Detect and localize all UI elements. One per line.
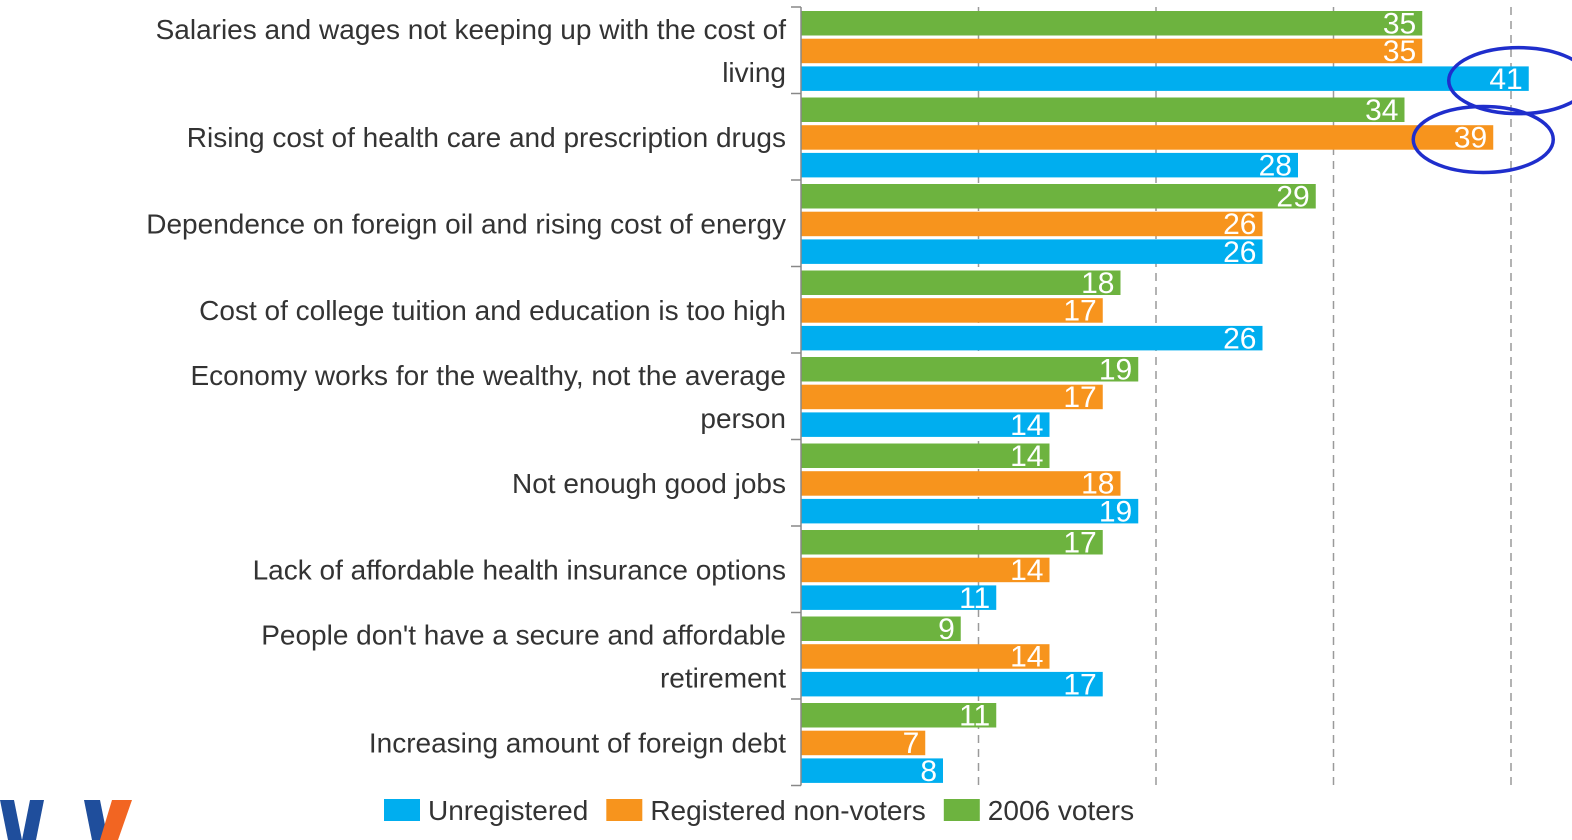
logo-shape	[84, 800, 108, 840]
category-label: Lack of affordable health insurance opti…	[253, 554, 786, 585]
category-axis	[791, 6, 802, 787]
data-label: 39	[1454, 122, 1487, 155]
legend-label: 2006 voters	[988, 795, 1134, 826]
data-label: 35	[1383, 8, 1416, 41]
category-label-line: Economy works for the wealthy, not the a…	[190, 360, 786, 391]
category-label-line: Dependence on foreign oil and rising cos…	[146, 208, 786, 239]
legend-swatch	[943, 799, 980, 821]
bar	[801, 616, 961, 641]
bar	[801, 325, 1263, 351]
bar	[801, 184, 1316, 209]
data-label: 29	[1276, 181, 1309, 214]
logo	[0, 800, 132, 840]
bar	[801, 38, 1423, 64]
legend-swatch	[606, 799, 643, 821]
bar	[801, 758, 943, 783]
bar	[801, 270, 1121, 295]
category-label-line: Rising cost of health care and prescript…	[187, 122, 786, 153]
bar	[801, 644, 1050, 669]
bar	[801, 239, 1263, 264]
category-label: Dependence on foreign oil and rising cos…	[146, 208, 786, 239]
category-label-line: retirement	[660, 662, 786, 693]
bar	[801, 125, 1494, 150]
bar	[801, 498, 1139, 524]
data-label: 11	[959, 700, 990, 733]
category-label: Increasing amount of foreign debt	[369, 727, 786, 758]
bar	[801, 11, 1423, 36]
bar	[801, 671, 1103, 697]
category-label: Cost of college tuition and education is…	[199, 295, 786, 326]
category-label-line: Lack of affordable health insurance opti…	[253, 554, 786, 585]
data-label: 17	[1063, 668, 1096, 701]
data-label: 14	[1010, 554, 1043, 587]
legend-label: Registered non-voters	[650, 795, 925, 826]
data-label: 41	[1489, 63, 1522, 96]
data-label: 11	[959, 582, 990, 615]
bar	[801, 152, 1298, 178]
data-label: 18	[1081, 468, 1114, 501]
data-label: 18	[1081, 267, 1114, 300]
bar	[801, 211, 1263, 237]
bar	[801, 730, 926, 756]
bar	[801, 443, 1050, 468]
category-label-line: Not enough good jobs	[512, 468, 786, 499]
data-label: 14	[1010, 440, 1043, 473]
highlight-ellipse	[1411, 104, 1555, 175]
bar	[801, 97, 1405, 122]
data-label: 26	[1223, 322, 1256, 355]
bars: 3535413439282926261817261917141418191714…	[801, 8, 1529, 788]
bar	[801, 530, 1103, 555]
data-label: 17	[1063, 381, 1096, 414]
category-label-line: person	[700, 403, 786, 434]
data-label: 8	[920, 755, 937, 788]
data-label: 14	[1010, 641, 1043, 674]
category-label: Economy works for the wealthy, not the a…	[190, 360, 786, 434]
data-label: 19	[1099, 354, 1132, 387]
legend: Unregistered Registered non-voters 2006 vo…	[384, 795, 1134, 826]
legend-label: Unregistered	[428, 795, 588, 826]
category-label: People don't have a secure and affordabl…	[261, 619, 786, 693]
highlight-ellipse	[1447, 45, 1572, 116]
bar	[801, 585, 997, 610]
highlight-circles	[1411, 45, 1572, 175]
category-labels: Salaries and wages not keeping up with t…	[146, 14, 786, 759]
bar	[801, 384, 1103, 410]
data-label: 35	[1383, 35, 1416, 68]
category-label-line: Salaries and wages not keeping up with t…	[156, 14, 787, 45]
bar	[801, 298, 1103, 323]
data-label: 17	[1063, 295, 1096, 328]
data-label: 14	[1010, 409, 1043, 442]
bar	[801, 703, 997, 728]
data-label: 9	[938, 613, 955, 646]
data-label: 34	[1365, 94, 1398, 127]
bar	[801, 66, 1529, 91]
category-label-line: People don't have a secure and affordabl…	[261, 619, 786, 650]
logo-shape	[22, 800, 44, 840]
bar	[801, 412, 1050, 437]
bar	[801, 557, 1050, 583]
logo-shape	[100, 800, 132, 840]
category-label: Not enough good jobs	[512, 468, 786, 499]
category-label: Rising cost of health care and prescript…	[187, 122, 786, 153]
data-label: 26	[1223, 208, 1256, 241]
bar	[801, 357, 1139, 382]
data-label: 19	[1099, 495, 1132, 528]
data-label: 28	[1259, 149, 1292, 182]
data-label: 26	[1223, 236, 1256, 269]
bar	[801, 471, 1121, 496]
data-label: 7	[903, 727, 920, 760]
category-label-line: Increasing amount of foreign debt	[369, 727, 786, 758]
category-label-line: Cost of college tuition and education is…	[199, 295, 786, 326]
data-label: 17	[1063, 527, 1096, 560]
category-label-line: living	[722, 57, 786, 88]
category-label: Salaries and wages not keeping up with t…	[156, 14, 787, 88]
legend-swatch	[384, 799, 420, 821]
logo-shape	[0, 800, 22, 840]
